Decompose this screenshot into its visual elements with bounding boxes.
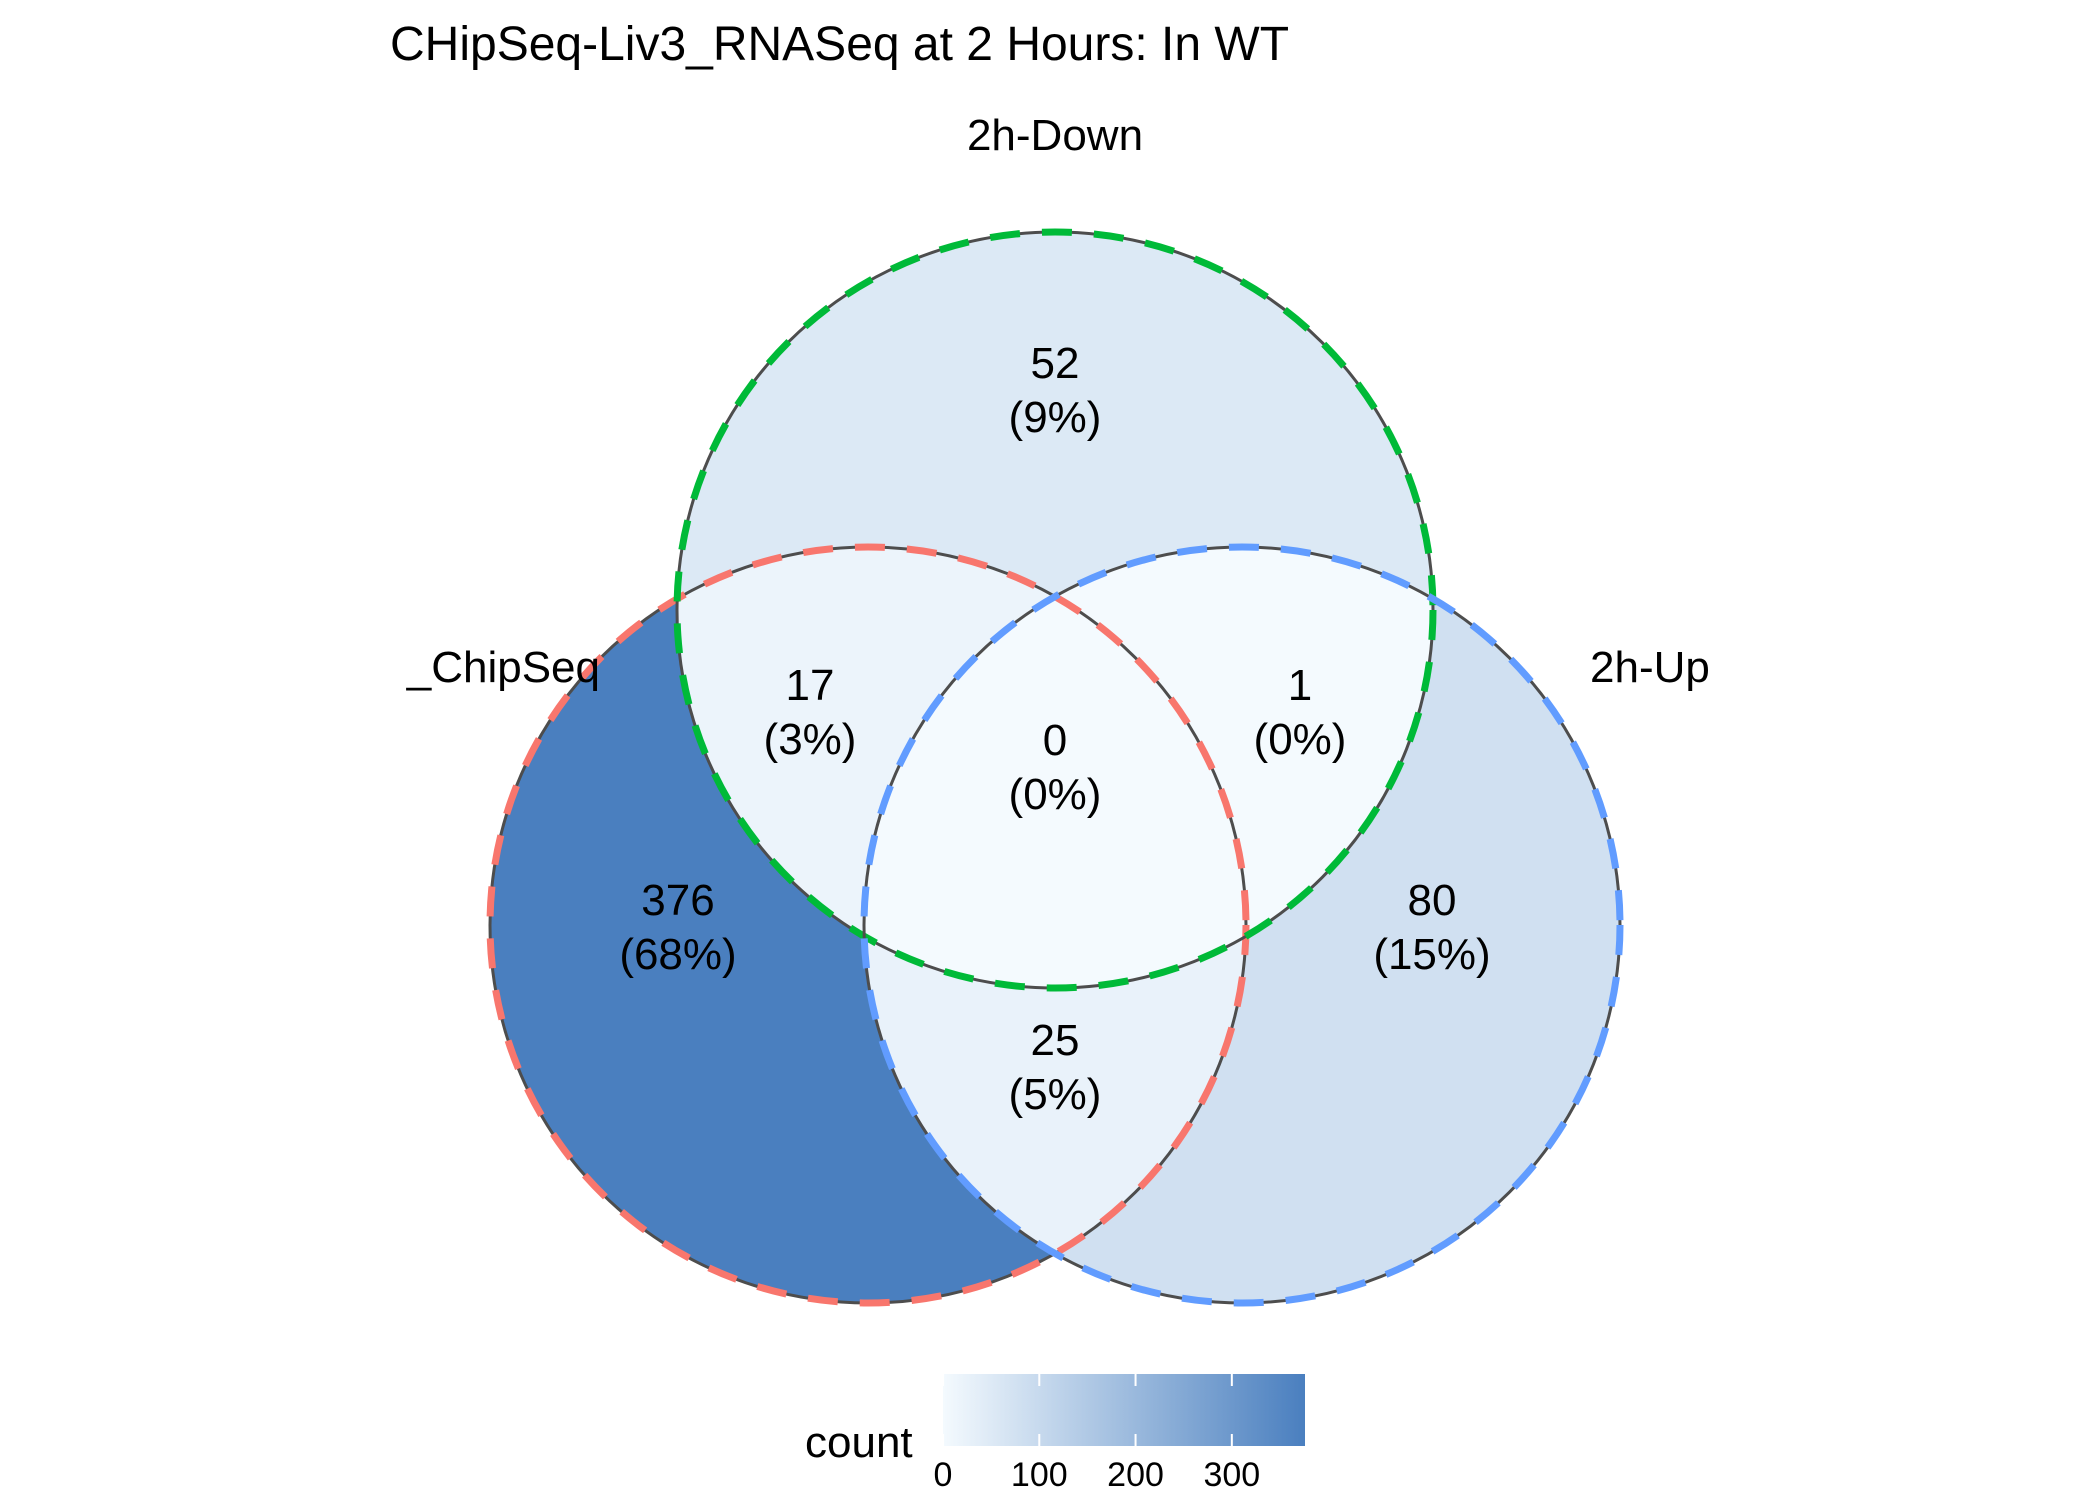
region-ac-count: 25 (1031, 1016, 1080, 1065)
region-ab-percent: (3%) (764, 715, 857, 764)
legend-tick-label: 100 (1011, 1456, 1068, 1494)
region-a-count: 376 (641, 876, 714, 925)
region-labels: 376 (68%) 52 (9%) 80 (15%) 17 (3%) 1 (0%) 25 (5%) 0 (… (619, 339, 1490, 1119)
panel-mask-right (1720, 600, 2100, 720)
region-c-percent: (15%) (1373, 930, 1490, 979)
region-b-percent: (9%) (1009, 393, 1102, 442)
legend-tick-label: 0 (934, 1456, 953, 1494)
venn-outlines (486, 228, 1624, 1307)
region-ac-percent: (5%) (1009, 1070, 1102, 1119)
chart-title: CHipSeq-Liv3_RNASeq at 2 Hours: In WT (390, 18, 1289, 71)
legend-tick-label: 200 (1107, 1456, 1164, 1494)
region-abc-percent: (0%) (1009, 770, 1102, 819)
set-label-2h-up: 2h-Up (1590, 643, 1710, 692)
region-bc-percent: (0%) (1254, 715, 1347, 764)
legend-title: count (805, 1418, 913, 1467)
circle-a-dashed-outline (486, 543, 1250, 1307)
legend-tick-label: 300 (1203, 1456, 1260, 1494)
color-legend: count 0 100 200 300 (805, 1374, 1305, 1494)
region-a-percent: (68%) (619, 930, 736, 979)
circle-c-dashed-outline (860, 543, 1624, 1307)
legend-ticks: 0 100 200 300 (934, 1374, 1260, 1494)
region-c-count: 80 (1408, 876, 1457, 925)
set-label-2h-down: 2h-Down (967, 111, 1143, 160)
region-abc-count: 0 (1043, 716, 1067, 765)
legend-colorbar (943, 1374, 1305, 1446)
region-ab-count: 17 (786, 661, 835, 710)
region-b-count: 52 (1031, 339, 1080, 388)
circle-b-dashed-outline (673, 228, 1437, 992)
region-bc-count: 1 (1288, 661, 1312, 710)
panel-mask-left (0, 600, 390, 720)
set-label-chipseq: _ChipSeq (406, 643, 600, 692)
